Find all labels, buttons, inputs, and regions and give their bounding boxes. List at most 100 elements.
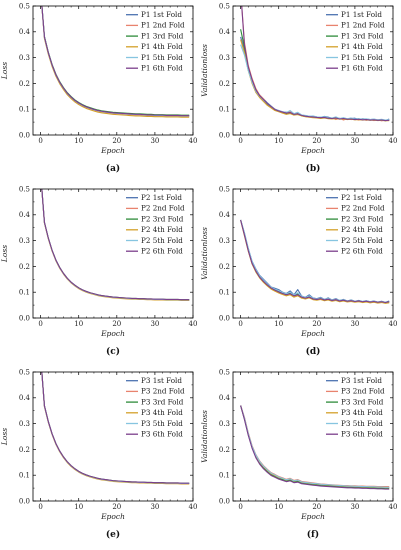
- x-tick-label: 40: [389, 137, 398, 145]
- x-axis-label: Epoch: [100, 329, 125, 338]
- legend-label: P2 3rd Fold: [141, 214, 184, 223]
- y-tick-label: 0.3: [19, 420, 30, 428]
- chart-panel-d: 0 10 20 30 40 0.0 0.1 0.2 0.3 0.4 0.5 Epoch Validati…: [200, 185, 398, 357]
- y-tick-label: 0.4: [219, 394, 231, 402]
- legend-label: P3 2nd Fold: [341, 387, 385, 396]
- legend-label: P3 5th Fold: [341, 419, 383, 428]
- y-tick-label: 0.2: [19, 263, 30, 271]
- y-tick-label: 0.3: [19, 237, 30, 245]
- x-tick-label: 10: [274, 137, 283, 145]
- y-tick-label: 0.2: [19, 80, 30, 88]
- legend-label: P2 5th Fold: [341, 236, 383, 245]
- chart-panel-a: 0 10 20 30 40 0.0 0.1 0.2 0.3 0.4 0.5 Epoch Loss P1 1…: [0, 2, 198, 174]
- series-lines: [240, 405, 390, 490]
- legend-label: P2 4th Fold: [141, 225, 183, 234]
- x-tick-label: 10: [74, 137, 83, 145]
- x-tick-label: 10: [274, 320, 283, 328]
- x-tick-label: 20: [312, 503, 321, 511]
- x-tick-label: 30: [350, 320, 359, 328]
- x-tick-label: 0: [238, 137, 242, 145]
- legend-label: P2 2nd Fold: [141, 204, 185, 213]
- series-lines: [240, 6, 390, 122]
- x-tick-label: 0: [38, 137, 42, 145]
- y-tick-label: 0.5: [19, 368, 30, 376]
- series-line-6: [241, 6, 390, 122]
- x-axis-label: Epoch: [300, 512, 325, 521]
- x-axis-label: Epoch: [100, 512, 125, 521]
- y-tick-label: 0.4: [19, 394, 31, 402]
- legend-label: P1 3rd Fold: [141, 31, 184, 40]
- legend-label: P1 1st Fold: [341, 10, 382, 19]
- series-line-6: [41, 189, 190, 301]
- series-lines: [41, 372, 190, 485]
- y-tick-label: 0.5: [19, 2, 30, 10]
- series-line-4: [240, 219, 390, 304]
- y-tick-label: 0.4: [219, 28, 231, 36]
- series-line-4: [41, 6, 190, 118]
- legend-label: P2 4th Fold: [341, 225, 383, 234]
- y-tick-label: 0.0: [219, 131, 230, 139]
- legend-label: P2 1st Fold: [341, 193, 382, 202]
- legend-label: P3 5th Fold: [141, 419, 183, 428]
- legend-label: P2 2nd Fold: [341, 204, 385, 213]
- x-tick-label: 20: [312, 137, 321, 145]
- x-axis-label: Epoch: [300, 329, 325, 338]
- chart-panel-f: 0 10 20 30 40 0.0 0.1 0.2 0.3 0.4 0.5 Epoch Validati…: [200, 368, 397, 540]
- legend-label: P1 4th Fold: [141, 42, 183, 51]
- y-tick-label: 0.5: [19, 185, 30, 193]
- y-tick-label: 0.0: [19, 131, 30, 139]
- legend-label: P2 1st Fold: [141, 193, 182, 202]
- legend-label: P1 6th Fold: [341, 64, 383, 73]
- y-tick-label: 0.4: [219, 211, 231, 219]
- x-tick-label: 30: [150, 137, 159, 145]
- x-tick-label: 0: [38, 320, 42, 328]
- y-tick-label: 0.0: [219, 314, 230, 322]
- series-lines: [41, 6, 190, 118]
- y-axis-label: Loss: [0, 62, 9, 80]
- legend-label: P3 2nd Fold: [141, 387, 185, 396]
- series-line-6: [41, 6, 190, 117]
- y-axis-label: Validationloss: [200, 44, 209, 97]
- y-tick-label: 0.0: [19, 497, 30, 505]
- legend-label: P1 6th Fold: [141, 64, 183, 73]
- y-tick-label: 0.2: [219, 263, 230, 271]
- y-axis-label: Validationloss: [200, 410, 209, 463]
- x-tick-label: 10: [74, 503, 83, 511]
- y-tick-label: 0.4: [19, 28, 31, 36]
- x-tick-label: 0: [238, 320, 242, 328]
- x-tick-label: 10: [74, 320, 83, 328]
- y-axis-label: Loss: [0, 245, 9, 263]
- legend-label: P1 4th Fold: [341, 42, 383, 51]
- chart-panel-b: 0 10 20 30 40 0.0 0.1 0.2 0.3 0.4 0.5 Epoch Validati…: [200, 2, 398, 174]
- legend-label: P3 1st Fold: [341, 376, 382, 385]
- y-tick-label: 0.2: [219, 80, 230, 88]
- y-axis-label: Validationloss: [200, 227, 209, 280]
- x-tick-label: 40: [389, 320, 398, 328]
- y-tick-label: 0.4: [19, 211, 31, 219]
- x-tick-label: 30: [150, 320, 159, 328]
- y-tick-label: 0.5: [219, 368, 230, 376]
- legend-label: P3 4th Fold: [341, 408, 383, 417]
- series-lines: [240, 219, 390, 304]
- x-tick-label: 30: [150, 503, 159, 511]
- x-tick-label: 0: [238, 503, 242, 511]
- x-tick-label: 20: [112, 320, 121, 328]
- y-tick-label: 0.3: [219, 420, 230, 428]
- series-line-6: [41, 372, 190, 484]
- chart-panel-c: 0 10 20 30 40 0.0 0.1 0.2 0.3 0.4 0.5 Epoch Loss P2 1…: [0, 185, 197, 357]
- x-tick-label: 40: [189, 137, 198, 145]
- series-lines: [41, 189, 190, 302]
- x-axis-label: Epoch: [100, 146, 125, 155]
- panel-caption: (b): [306, 163, 321, 174]
- y-tick-label: 0.0: [19, 314, 30, 322]
- y-tick-label: 0.3: [219, 54, 230, 62]
- y-tick-label: 0.5: [219, 2, 230, 10]
- x-tick-label: 20: [312, 320, 321, 328]
- y-tick-label: 0.1: [19, 472, 30, 480]
- x-axis-label: Epoch: [300, 146, 325, 155]
- y-tick-label: 0.2: [219, 446, 230, 454]
